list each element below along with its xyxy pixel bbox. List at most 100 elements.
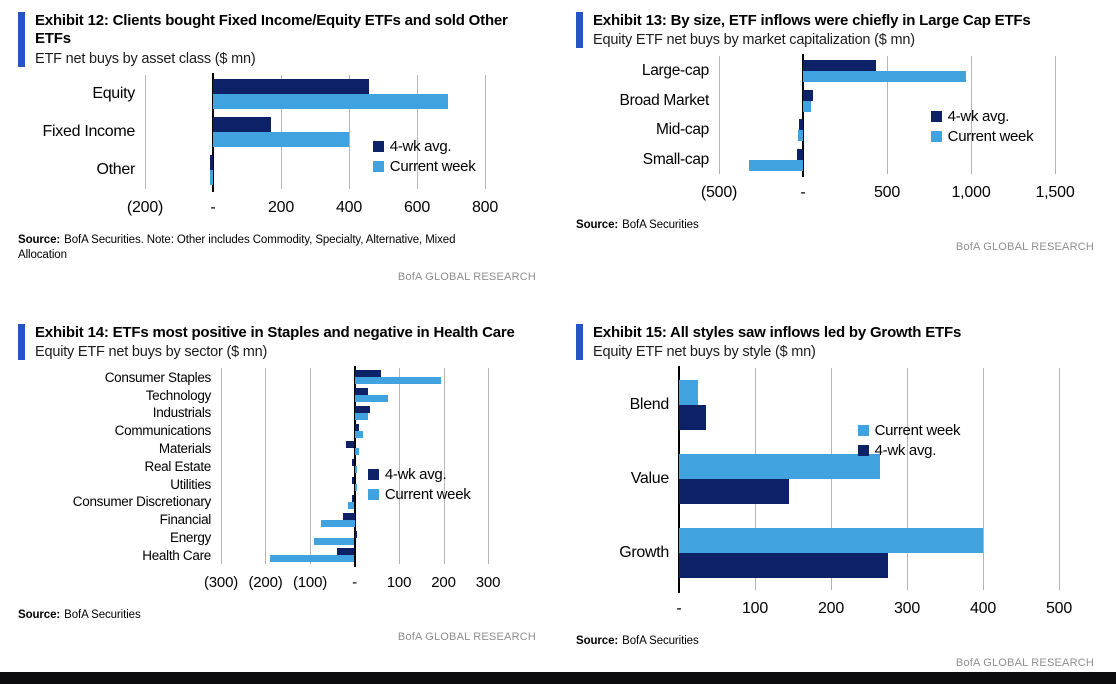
gridline <box>887 56 888 175</box>
source-text: BofA Securities <box>622 635 699 648</box>
bar-chart-market-cap: 4-wk avg. Current week (500) - 500 1,000 1,500… <box>576 54 1092 208</box>
axis-tick-label: 200 <box>817 600 845 618</box>
brand-footer: BofA GLOBAL RESEARCH <box>955 656 1094 669</box>
axis-tick-label: 400 <box>969 600 997 618</box>
legend-label: Current week <box>874 421 961 439</box>
gridline <box>485 74 486 189</box>
category-label: Real Estate <box>144 458 212 474</box>
legend-swatch <box>372 161 384 173</box>
legend-item: Current week <box>930 128 1034 146</box>
bar <box>797 130 803 142</box>
bar <box>336 548 355 556</box>
axis-tick-label: 1,000 <box>951 184 991 202</box>
category-label: Value <box>630 470 670 488</box>
category-label: Other <box>96 160 135 178</box>
source-text: BofA Securities <box>622 219 699 232</box>
bar <box>352 494 355 502</box>
category-label: Growth <box>619 544 669 562</box>
bar <box>679 528 983 554</box>
category-label: Equity <box>92 84 135 102</box>
category-label: Industrials <box>152 405 212 421</box>
bar <box>354 377 442 385</box>
legend-label: 4-wk avg. <box>389 138 452 156</box>
legend-swatch <box>367 469 379 481</box>
category-label: Mid-cap <box>655 121 709 139</box>
source-label: Source: <box>576 635 619 648</box>
bar <box>352 459 355 467</box>
bar <box>343 512 355 520</box>
exhibit-15-header: Exhibit 15: All styles saw inflows led b… <box>576 324 1094 361</box>
axis-tick-label: - <box>210 198 216 216</box>
source-text: BofA Securities <box>64 609 141 622</box>
bar <box>213 93 448 109</box>
gridline <box>398 368 400 565</box>
source-note: Source: BofA Securities <box>576 634 1046 650</box>
bar <box>679 405 706 431</box>
exhibit-13-header: Exhibit 13: By size, ETF inflows were ch… <box>576 12 1094 49</box>
bar <box>797 148 803 160</box>
exhibit-title: Exhibit 14: ETFs most positive in Staple… <box>35 324 515 341</box>
category-label: Materials <box>158 440 211 456</box>
bar <box>354 412 368 420</box>
bar <box>213 131 349 147</box>
source-note: Source: BofA Securities <box>18 608 488 624</box>
exhibit-subtitle: Equity ETF net buys by style ($ mn) <box>593 344 816 361</box>
legend-label: Current week <box>384 486 471 504</box>
source-text: BofA Securities. Note: Other includes Co… <box>18 233 456 262</box>
source-label: Source: <box>576 219 619 232</box>
category-label: Small-cap <box>642 150 710 168</box>
bar <box>269 555 355 563</box>
brand-footer: BofA GLOBAL RESEARCH <box>397 270 536 283</box>
zero-axis-line <box>802 54 804 178</box>
bar <box>209 154 213 170</box>
axis-tick-label: 500 <box>1045 600 1073 618</box>
plot-area: 4-wk avg. Current week <box>221 366 489 568</box>
bar <box>679 553 888 579</box>
axis-tick-label: (200) <box>126 198 164 216</box>
gridline <box>907 368 908 591</box>
legend-item: Current week <box>857 421 961 439</box>
gridline <box>265 368 267 565</box>
plot-area: Current week 4-wk avg. <box>678 366 1060 594</box>
legend-label: Current week <box>947 128 1034 146</box>
legend: 4-wk avg. Current week <box>367 466 471 504</box>
bottom-border-bar <box>0 672 1116 684</box>
axis-tick-label: - <box>352 574 357 592</box>
bar <box>749 159 803 171</box>
exhibit-15-panel: Exhibit 15: All styles saw inflows led b… <box>558 312 1116 672</box>
gridline <box>983 368 984 591</box>
legend-label: 4-wk avg. <box>874 441 937 459</box>
exhibit-14-panel: Exhibit 14: ETFs most positive in Staple… <box>0 312 558 672</box>
exhibit-14-header: Exhibit 14: ETFs most positive in Staple… <box>18 324 536 361</box>
legend-swatch <box>372 141 384 153</box>
category-label: Fixed Income <box>42 122 136 140</box>
legend-item: 4-wk avg. <box>930 108 1034 125</box>
gridline <box>831 368 832 591</box>
axis-tick-label: 400 <box>335 198 363 216</box>
accent-bar <box>18 324 25 361</box>
legend-item: 4-wk avg. <box>372 138 476 156</box>
source-label: Source: <box>18 233 61 246</box>
category-label: Blend <box>629 396 670 414</box>
legend-swatch <box>367 489 379 501</box>
axis-tick-label: (200) <box>248 574 283 592</box>
exhibit-12-header: Exhibit 12: Clients bought Fixed Income/… <box>18 12 536 67</box>
category-label: Communications <box>114 423 212 439</box>
source-note: Source: BofA Securities. Note: Other incl… <box>18 233 488 264</box>
axis-tick-label: - <box>800 184 806 202</box>
legend: 4-wk avg. Current week <box>372 138 476 175</box>
bar-chart-style: Current week 4-wk avg. - 100 200 300 400 500 Ble… <box>576 366 1092 624</box>
brand-footer: BofA GLOBAL RESEARCH <box>955 240 1094 253</box>
bar <box>354 466 357 474</box>
bar <box>679 380 698 406</box>
bar <box>354 530 357 538</box>
legend-item: Current week <box>372 158 476 175</box>
axis-tick-label: (100) <box>292 574 328 592</box>
accent-bar <box>576 12 583 49</box>
axis-tick-label: (300) <box>203 574 239 592</box>
axis-tick-label: 200 <box>431 574 456 592</box>
axis-tick-label: 500 <box>873 184 901 202</box>
category-label: Energy <box>170 530 211 546</box>
bar <box>798 119 803 131</box>
axis-tick-label: 100 <box>741 600 769 618</box>
